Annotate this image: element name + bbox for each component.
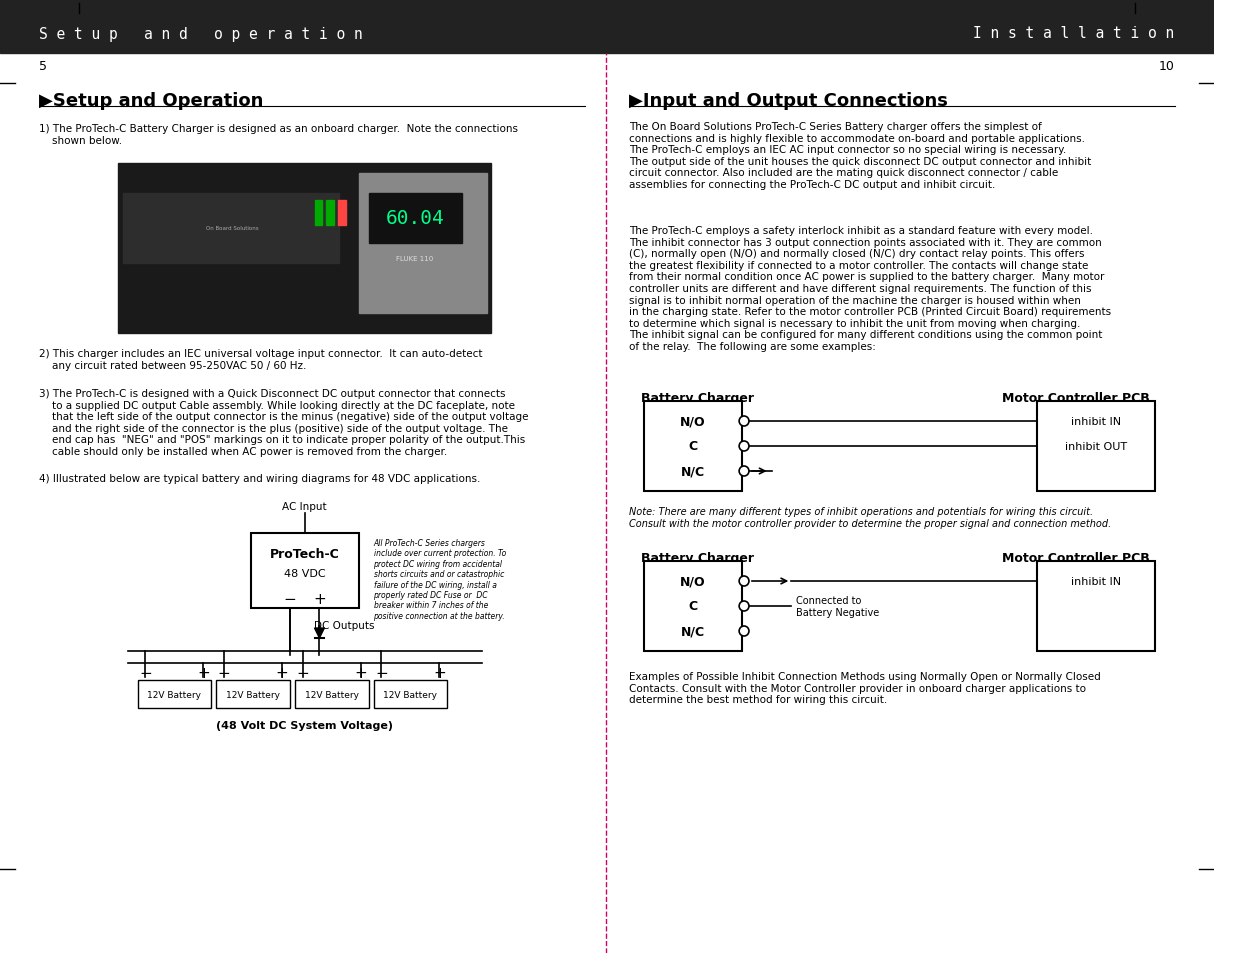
- Circle shape: [739, 416, 748, 427]
- Text: AC Input: AC Input: [283, 501, 327, 512]
- Text: The On Board Solutions ProTech-C Series Battery charger offers the simplest of
c: The On Board Solutions ProTech-C Series …: [629, 122, 1092, 190]
- Text: 12V Battery: 12V Battery: [305, 690, 358, 699]
- Text: C: C: [688, 599, 698, 613]
- Text: N/C: N/C: [680, 465, 705, 478]
- Text: DC Outputs: DC Outputs: [314, 620, 374, 630]
- Text: 12V Battery: 12V Battery: [226, 690, 280, 699]
- Bar: [122, 193, 340, 264]
- Bar: [326, 201, 335, 226]
- Text: S e t u p   a n d   o p e r a t i o n: S e t u p a n d o p e r a t i o n: [40, 27, 363, 42]
- Text: −: −: [217, 665, 231, 679]
- Bar: [119, 164, 492, 334]
- Text: 12V Battery: 12V Battery: [383, 690, 437, 699]
- Text: On Board Solutions: On Board Solutions: [206, 226, 259, 232]
- Text: C: C: [688, 440, 698, 453]
- Text: −: −: [296, 665, 309, 679]
- Text: 4) Illustrated below are typical battery and wiring diagrams for 48 VDC applicat: 4) Illustrated below are typical battery…: [40, 474, 480, 483]
- Bar: [0, 0, 1214, 54]
- Bar: [358, 173, 487, 314]
- Text: 5: 5: [40, 59, 47, 72]
- Text: 1) The ProTech-C Battery Charger is designed as an onboard charger.  Note the co: 1) The ProTech-C Battery Charger is desi…: [40, 124, 519, 146]
- Text: N/C: N/C: [680, 625, 705, 638]
- Text: −: −: [284, 591, 296, 606]
- Text: −: −: [140, 665, 152, 679]
- Bar: [338, 201, 346, 226]
- Bar: [643, 561, 742, 651]
- Text: Connected to
Battery Negative: Connected to Battery Negative: [797, 596, 879, 618]
- FancyBboxPatch shape: [251, 534, 358, 608]
- Text: +: +: [312, 591, 326, 606]
- Text: Battery Charger: Battery Charger: [641, 552, 755, 564]
- FancyBboxPatch shape: [137, 680, 211, 708]
- Polygon shape: [315, 628, 325, 639]
- Text: 60.04: 60.04: [385, 210, 445, 229]
- Text: −: −: [375, 665, 388, 679]
- Text: N/O: N/O: [680, 575, 705, 588]
- Text: N/O: N/O: [680, 416, 705, 428]
- Bar: [1037, 561, 1155, 651]
- Text: Motor Controller PCB: Motor Controller PCB: [1003, 552, 1150, 564]
- Text: ▶Setup and Operation: ▶Setup and Operation: [40, 91, 264, 110]
- FancyBboxPatch shape: [216, 680, 290, 708]
- Bar: [1037, 401, 1155, 492]
- Text: I n s t a l l a t i o n: I n s t a l l a t i o n: [973, 27, 1174, 42]
- Text: +: +: [198, 665, 210, 679]
- Text: The ProTech-C employs a safety interlock inhibit as a standard feature with ever: The ProTech-C employs a safety interlock…: [629, 226, 1112, 352]
- Text: 48 VDC: 48 VDC: [284, 568, 326, 578]
- Text: ProTech-C: ProTech-C: [269, 547, 340, 560]
- Bar: [368, 193, 462, 244]
- Text: 10: 10: [1158, 59, 1174, 72]
- Text: Battery Charger: Battery Charger: [641, 392, 755, 405]
- Circle shape: [739, 601, 748, 612]
- Circle shape: [739, 467, 748, 476]
- Text: All ProTech-C Series chargers
include over current protection. To
protect DC wir: All ProTech-C Series chargers include ov…: [373, 538, 506, 620]
- Text: inhibit IN: inhibit IN: [1071, 577, 1121, 586]
- Circle shape: [739, 441, 748, 452]
- Text: inhibit IN: inhibit IN: [1071, 416, 1121, 427]
- Text: +: +: [354, 665, 367, 679]
- Text: FLUKE 110: FLUKE 110: [396, 255, 433, 262]
- FancyBboxPatch shape: [373, 680, 447, 708]
- Circle shape: [739, 626, 748, 637]
- Text: (48 Volt DC System Voltage): (48 Volt DC System Voltage): [216, 720, 393, 730]
- Bar: [643, 401, 742, 492]
- Text: Motor Controller PCB: Motor Controller PCB: [1003, 392, 1150, 405]
- Text: 12V Battery: 12V Battery: [147, 690, 201, 699]
- Circle shape: [739, 577, 748, 586]
- Text: Examples of Possible Inhibit Connection Methods using Normally Open or Normally : Examples of Possible Inhibit Connection …: [629, 671, 1100, 704]
- Text: Note: There are many different types of inhibit operations and potentials for wi: Note: There are many different types of …: [629, 506, 1112, 528]
- Text: 2) This charger includes an IEC universal voltage input connector.  It can auto-: 2) This charger includes an IEC universa…: [40, 349, 483, 370]
- Bar: [315, 201, 322, 226]
- Text: +: +: [275, 665, 289, 679]
- FancyBboxPatch shape: [295, 680, 368, 708]
- Text: ▶Input and Output Connections: ▶Input and Output Connections: [629, 91, 948, 110]
- Text: +: +: [433, 665, 446, 679]
- Text: 3) The ProTech-C is designed with a Quick Disconnect DC output connector that co: 3) The ProTech-C is designed with a Quic…: [40, 389, 529, 456]
- Text: inhibit OUT: inhibit OUT: [1065, 441, 1128, 452]
